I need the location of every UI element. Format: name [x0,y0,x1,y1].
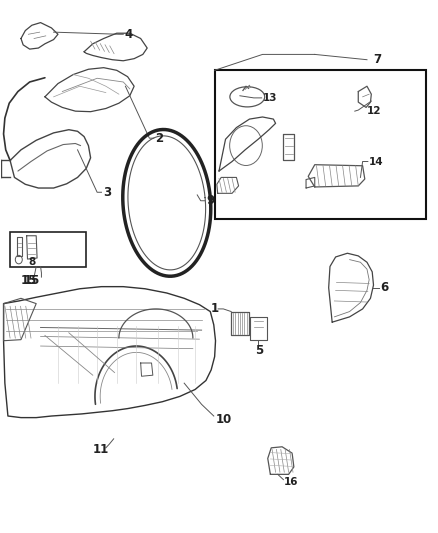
Text: 4: 4 [124,28,133,41]
Text: 12: 12 [367,106,381,116]
Text: 16: 16 [284,477,299,487]
Text: 6: 6 [380,281,388,294]
Text: 5: 5 [254,344,263,357]
Text: 7: 7 [374,53,381,66]
Text: 8: 8 [28,257,35,267]
Bar [10,232,86,266]
Text: 3: 3 [103,186,111,199]
Text: 1: 1 [211,302,219,316]
Text: 10: 10 [215,413,232,426]
Text: 9: 9 [206,194,214,207]
Bar [215,70,426,219]
Text: 13: 13 [262,93,277,103]
Text: 15: 15 [21,274,37,287]
Text: 15: 15 [24,274,40,287]
Text: 14: 14 [369,157,383,166]
Text: 2: 2 [155,132,163,144]
Text: 11: 11 [93,443,109,456]
